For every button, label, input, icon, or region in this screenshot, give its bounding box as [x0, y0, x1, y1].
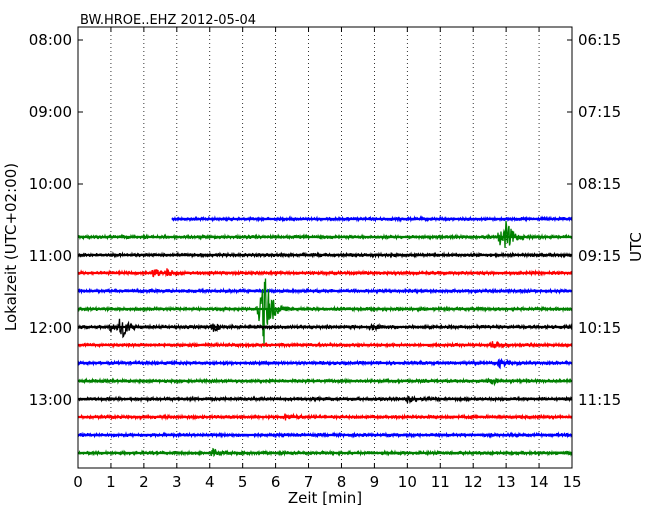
x-tick-label: 12 [464, 473, 483, 491]
left-tick-label: 09:00 [29, 103, 72, 121]
x-tick-label: 15 [562, 473, 581, 491]
left-tick-label: 10:00 [29, 175, 72, 193]
right-tick-label: 09:15 [578, 247, 621, 265]
right-tick-label: 10:15 [578, 319, 621, 337]
x-tick-label: 10 [398, 473, 417, 491]
left-tick-label: 08:00 [29, 31, 72, 49]
axis-ticks [77, 27, 573, 468]
right-tick-labels: 06:15 07:15 08:15 09:15 10:15 11:15 [578, 31, 621, 409]
chart-title: BW.HROE..EHZ 2012-05-04 [80, 13, 256, 28]
x-tick-label: 5 [238, 473, 248, 491]
x-tick-label: 14 [530, 473, 549, 491]
left-tick-label: 11:00 [29, 247, 72, 265]
x-tick-label: 6 [271, 473, 281, 491]
right-tick-label: 11:15 [578, 391, 621, 409]
grid-lines [110, 27, 540, 468]
left-tick-label: 13:00 [29, 391, 72, 409]
x-tick-label: 13 [497, 473, 516, 491]
left-y-axis-label: Lokalzeit (UTC+02:00) [2, 163, 20, 331]
x-tick-label: 3 [172, 473, 182, 491]
right-y-axis-label: UTC [627, 232, 645, 262]
x-tick-labels: 0 1 2 3 4 5 6 7 8 9 10 11 12 13 14 15 [73, 473, 581, 491]
x-tick-label: 2 [139, 473, 149, 491]
right-tick-label: 06:15 [578, 31, 621, 49]
x-tick-label: 7 [304, 473, 314, 491]
right-tick-label: 08:15 [578, 175, 621, 193]
right-tick-label: 07:15 [578, 103, 621, 121]
x-tick-label: 4 [205, 473, 215, 491]
seismic-traces [77, 215, 573, 458]
x-tick-label: 11 [431, 473, 450, 491]
left-tick-label: 12:00 [29, 319, 72, 337]
left-tick-labels: 08:00 09:00 10:00 11:00 12:00 13:00 [29, 31, 72, 409]
x-axis-label: Zeit [min] [288, 489, 362, 507]
x-tick-label: 0 [73, 473, 83, 491]
x-tick-label: 8 [337, 473, 347, 491]
x-tick-label: 1 [106, 473, 116, 491]
plot-frame [77, 26, 573, 469]
x-tick-label: 9 [370, 473, 380, 491]
